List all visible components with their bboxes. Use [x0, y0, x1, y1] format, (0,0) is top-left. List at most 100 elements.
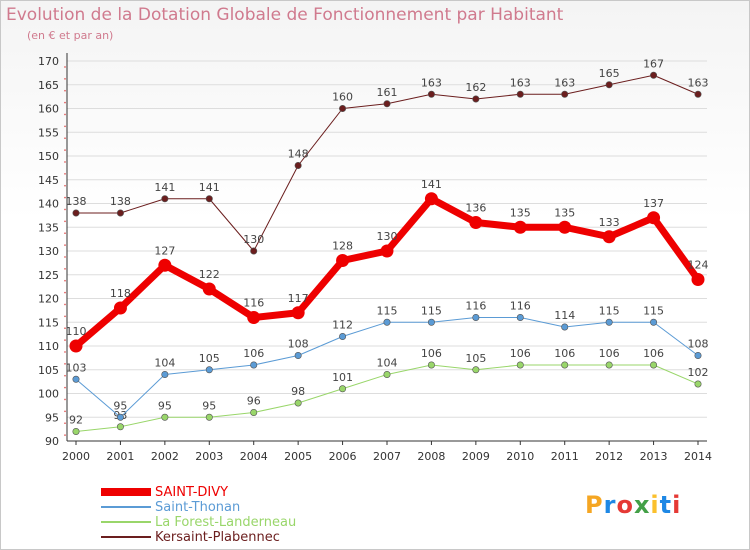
y-axis-minor-dot: [64, 196, 66, 199]
y-axis-minor-dot: [64, 303, 66, 306]
x-tick-label: 2002: [151, 450, 179, 463]
data-point: [205, 195, 213, 203]
y-axis-minor-dot: [64, 351, 66, 353]
data-label: 105: [465, 352, 486, 365]
data-point: [427, 361, 435, 369]
data-label: 106: [599, 347, 620, 360]
data-point: [116, 423, 124, 431]
data-point: [339, 105, 347, 113]
y-axis-minor-dot: [64, 137, 66, 139]
y-tick-label: 120: [38, 293, 59, 306]
legend-label: La Forest-Landerneau: [155, 515, 297, 530]
data-label: 106: [643, 347, 664, 360]
data-label: 130: [243, 233, 264, 246]
data-label: 124: [688, 259, 709, 272]
data-point: [72, 427, 80, 435]
data-point: [472, 95, 480, 103]
y-tick-label: 155: [38, 126, 59, 139]
data-label: 137: [643, 197, 664, 210]
data-label: 105: [199, 352, 220, 365]
data-label: 118: [110, 287, 131, 300]
data-label: 110: [66, 325, 87, 338]
data-label: 115: [643, 304, 664, 317]
y-axis-minor-dot: [64, 339, 66, 341]
data-label: 135: [510, 206, 531, 219]
logo-letter: i: [650, 491, 660, 519]
y-tick-label: 150: [38, 150, 59, 163]
y-tick-label: 140: [38, 198, 59, 211]
y-axis-minor-dot: [64, 101, 66, 104]
x-tick-label: 2005: [284, 450, 312, 463]
y-tick-label: 95: [45, 411, 59, 424]
data-point: [427, 318, 435, 326]
data-label: 104: [154, 357, 175, 370]
data-point: [605, 361, 613, 369]
data-point: [650, 361, 658, 369]
data-label: 101: [332, 371, 353, 384]
proxiti-logo: Proxiti: [585, 491, 681, 519]
logo-letter: o: [616, 491, 634, 519]
y-axis-minor-dot: [64, 268, 66, 270]
data-label: 116: [510, 300, 531, 313]
y-axis-minor-dot: [64, 161, 66, 163]
data-label: 106: [554, 347, 575, 360]
data-label: 115: [377, 304, 398, 317]
data-label: 130: [377, 230, 398, 243]
data-label: 96: [247, 395, 261, 408]
data-label: 112: [332, 319, 353, 332]
legend-label: Kersaint-Plabennec: [155, 530, 280, 545]
y-tick-label: 125: [38, 269, 59, 282]
logo-letter: P: [585, 491, 604, 519]
data-point: [516, 90, 524, 98]
data-point: [472, 366, 480, 374]
y-axis-minor-dot: [64, 279, 66, 282]
data-point: [202, 282, 216, 296]
y-axis-minor-dot: [64, 173, 66, 175]
y-tick-label: 135: [38, 221, 59, 234]
data-label: 122: [199, 268, 220, 281]
y-axis-minor-dot: [64, 256, 66, 258]
data-point: [694, 90, 702, 98]
data-point: [205, 366, 213, 374]
y-axis-minor-dot: [64, 220, 66, 223]
data-label: 163: [554, 76, 575, 89]
y-axis-minor-dot: [64, 422, 66, 424]
data-point: [561, 361, 569, 369]
data-point: [294, 399, 302, 407]
data-point: [516, 313, 524, 321]
data-label: 136: [465, 202, 486, 215]
y-axis-minor-dot: [64, 78, 66, 80]
logo-letter: i: [672, 491, 682, 519]
data-point: [339, 385, 347, 393]
data-point: [294, 351, 302, 359]
data-label: 167: [643, 57, 664, 70]
y-axis-minor-dot: [64, 363, 66, 365]
data-label: 115: [599, 304, 620, 317]
data-point: [116, 413, 124, 421]
data-point: [516, 361, 524, 369]
legend-item: La Forest-Landerneau: [101, 515, 361, 530]
data-label: 106: [243, 347, 264, 360]
data-point: [472, 313, 480, 321]
y-tick-label: 130: [38, 245, 59, 258]
data-label: 108: [688, 338, 709, 351]
data-label: 98: [291, 385, 305, 398]
x-tick-label: 2007: [373, 450, 401, 463]
data-point: [513, 220, 527, 234]
data-label: 116: [465, 300, 486, 313]
y-axis-minor-dot: [64, 208, 66, 211]
data-point: [158, 258, 172, 272]
chart-subtitle: (en € et par an): [27, 29, 114, 42]
chart-title: Evolution de la Dotation Globale de Fonc…: [6, 5, 564, 25]
data-label: 95: [202, 399, 216, 412]
x-tick-label: 2011: [551, 450, 579, 463]
data-point: [113, 301, 127, 315]
y-axis-minor-dot: [64, 327, 66, 329]
y-axis-minor-dot: [64, 434, 66, 436]
x-tick-label: 2004: [240, 450, 268, 463]
data-point: [694, 351, 702, 359]
x-tick-label: 2003: [195, 450, 223, 463]
data-point: [336, 254, 350, 267]
data-label: 95: [113, 399, 127, 412]
